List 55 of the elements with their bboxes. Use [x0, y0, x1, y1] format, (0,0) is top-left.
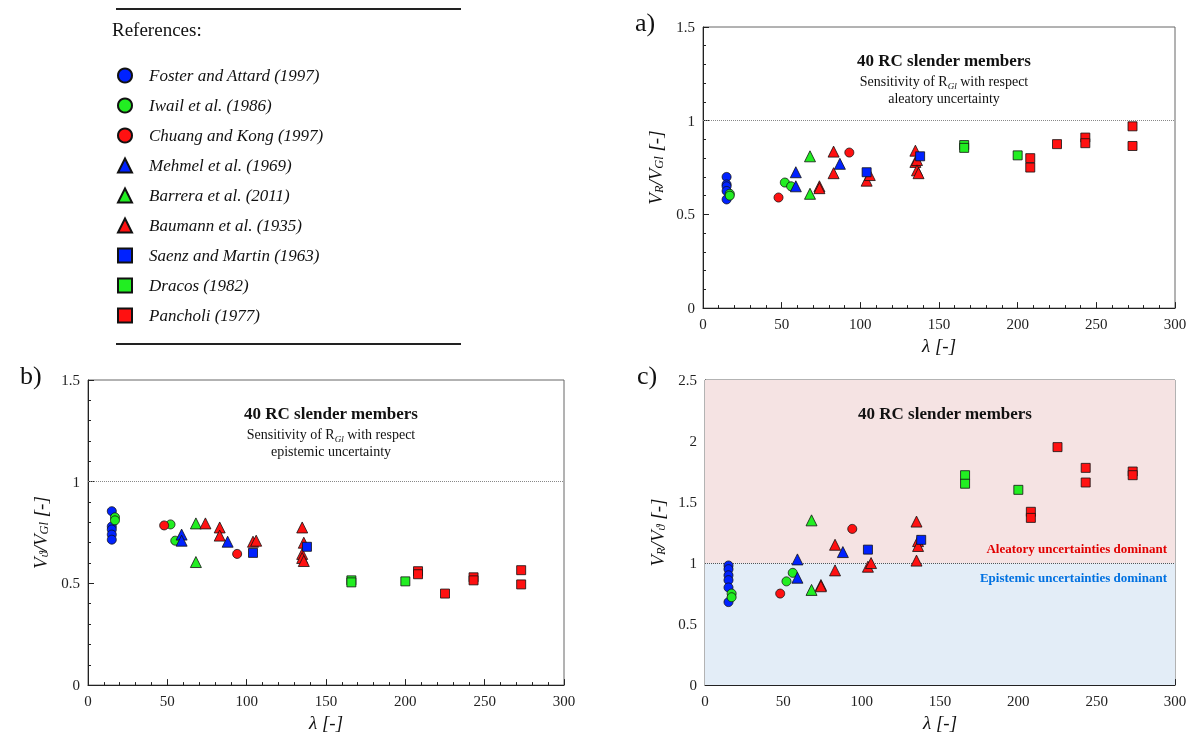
- x-tick-label: 200: [1007, 692, 1030, 709]
- y-tick-label: 1: [689, 555, 697, 572]
- x-tick-label: 300: [1163, 315, 1187, 332]
- y-tick-label: 0.5: [678, 616, 697, 633]
- text: c): [637, 360, 658, 390]
- text: 40 RC slender members: [244, 404, 419, 423]
- y-tick-label: 0: [72, 677, 80, 694]
- band-label: Aleatory uncertainties dominant: [986, 541, 1168, 557]
- y-tick-label: 1.5: [676, 19, 695, 35]
- legend-label: Chuang and Kong (1997): [149, 126, 324, 145]
- legend-label: Baumann et al. (1935): [149, 216, 303, 235]
- x-tick-label: 0: [701, 692, 709, 709]
- legend-label: Foster and Attard (1997): [148, 66, 320, 85]
- x-tick-label: 200: [394, 692, 417, 709]
- y-tick-label: 1.5: [678, 494, 697, 511]
- text: a): [635, 7, 656, 37]
- legend-title: References:: [112, 19, 202, 40]
- y-tick-label: 0.5: [676, 206, 695, 223]
- text: b): [20, 360, 42, 390]
- y-tick-label: 1: [72, 473, 80, 490]
- y-tick-label: 1: [687, 112, 695, 129]
- x-axis-title: λ [-]: [307, 712, 344, 733]
- legend-label: Pancholi (1977): [148, 306, 261, 325]
- text: 40 RC slender members: [858, 404, 1033, 423]
- legend-label: Barrera et al. (2011): [149, 186, 291, 205]
- x-tick-label: 150: [927, 315, 951, 332]
- x-tick-label: 150: [928, 692, 952, 709]
- x-tick-label: 250: [1085, 315, 1108, 332]
- x-tick-label: 300: [1163, 692, 1187, 709]
- x-tick-label: 200: [1006, 315, 1029, 332]
- band-label: Epistemic uncertainties dominant: [979, 570, 1168, 586]
- x-tick-label: 100: [235, 692, 258, 709]
- x-tick-label: 150: [314, 692, 338, 709]
- x-tick-label: 50: [159, 692, 175, 709]
- y-tick-label: 2.5: [678, 372, 697, 388]
- x-tick-label: 100: [850, 692, 873, 709]
- text: 40 RC slender members: [857, 51, 1032, 70]
- legend-label: Iwail et al. (1986): [148, 96, 273, 115]
- x-tick-label: 50: [775, 692, 791, 709]
- y-tick-label: 1.5: [61, 372, 80, 388]
- x-tick-label: 100: [849, 315, 872, 332]
- x-axis-title: λ [-]: [920, 335, 957, 356]
- legend-label: Saenz and Martin (1963): [149, 246, 320, 265]
- x-tick-label: 250: [473, 692, 496, 709]
- x-tick-label: 300: [552, 692, 576, 709]
- x-tick-label: 250: [1085, 692, 1108, 709]
- legend-label: Dracos (1982): [148, 276, 249, 295]
- y-tick-label: 2: [689, 433, 697, 450]
- y-tick-label: 0: [687, 300, 695, 317]
- y-tick-label: 0.5: [61, 575, 80, 592]
- x-tick-label: 0: [84, 692, 92, 709]
- y-tick-label: 0: [689, 677, 697, 694]
- x-axis-title: λ [-]: [921, 712, 958, 733]
- x-tick-label: 50: [774, 315, 790, 332]
- legend-label: Mehmel et al. (1969): [148, 156, 292, 175]
